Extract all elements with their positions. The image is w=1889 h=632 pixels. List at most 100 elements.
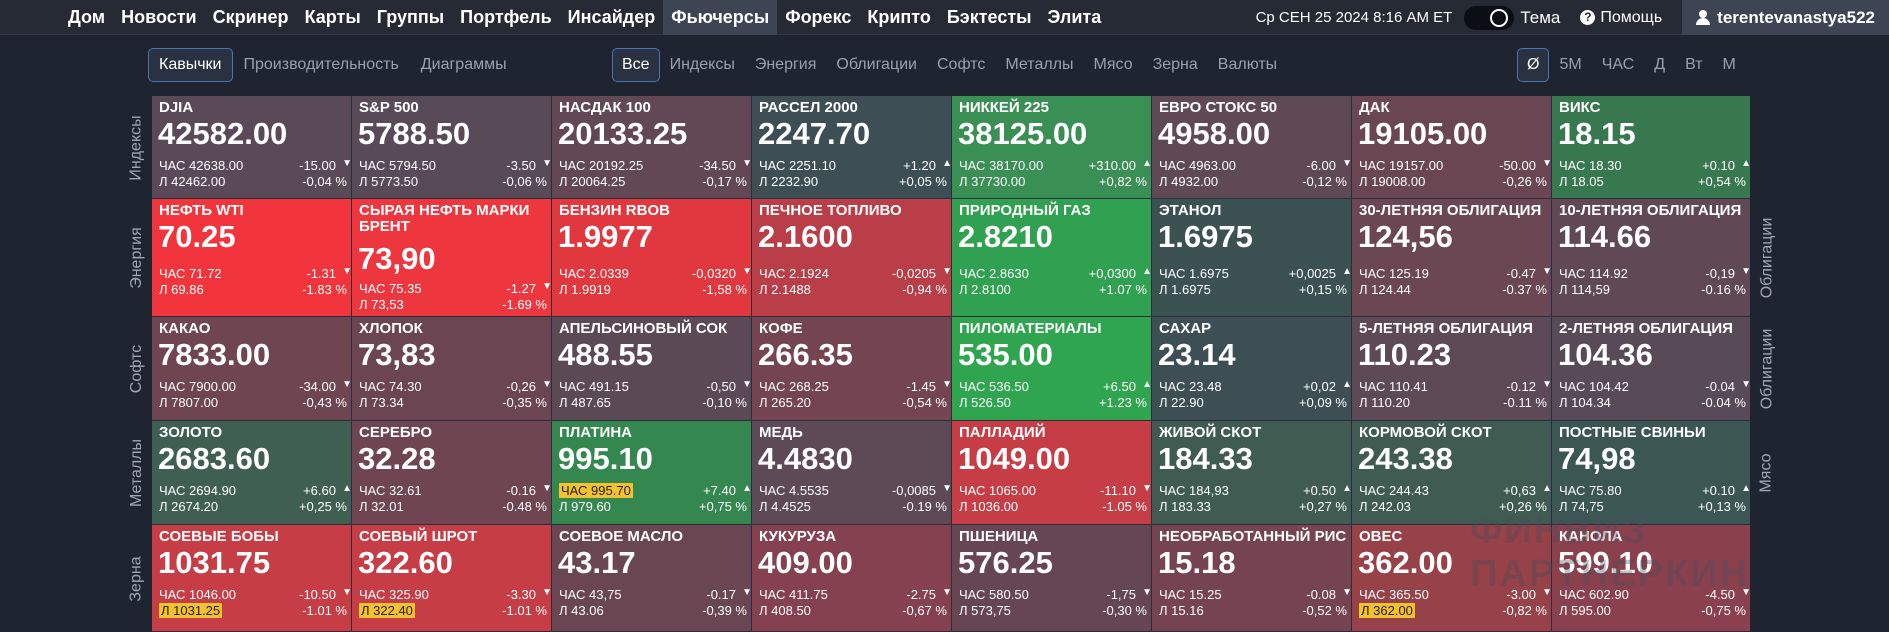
- category-tab-7[interactable]: Зерна: [1152, 56, 1198, 73]
- nav-item-0[interactable]: Дом: [68, 7, 106, 27]
- category-tab-2[interactable]: Энергия: [754, 56, 817, 73]
- theme-label[interactable]: Тема: [1520, 7, 1561, 27]
- futures-tile[interactable]: 5-ЛЕТНЯЯ ОБЛИГАЦИЯ 110.23 ЧАС 110.41 -0.12 Л…: [1352, 317, 1552, 421]
- nav-item-9[interactable]: Крипто: [867, 7, 931, 27]
- tile-down-arrow-icon: ▼: [1542, 379, 1552, 390]
- futures-tile[interactable]: ПЛАТИНА 995.10 ЧАС 995.70 +7.40 Л 979.60 +0,7…: [552, 421, 752, 525]
- timeframe-tab-1[interactable]: 5М: [1559, 56, 1582, 73]
- tile-high: ЧАС 125.19: [1359, 266, 1429, 281]
- futures-tile[interactable]: ДАК 19105.00 ЧАС 19157.00 -50.00 Л 19008.00 -…: [1352, 96, 1552, 199]
- futures-tile[interactable]: СЕРЕБРО 32.28 ЧАС 32.61 -0.16 Л 32.01 -0.48 %…: [352, 421, 552, 525]
- futures-tile[interactable]: АПЕЛЬСИНОВЫЙ СОК 488.55 ЧАС 491.15 -0,50 Л 4…: [552, 317, 752, 421]
- nav-item-4[interactable]: Группы: [376, 7, 445, 27]
- futures-tile[interactable]: ЕВРО СТОКС 50 4958.00 ЧАС 4963.00 -6.00 Л 49…: [1152, 96, 1352, 199]
- tile-name: ХЛОПОК: [359, 320, 423, 337]
- tile-name: КАНОЛА: [1559, 528, 1623, 545]
- futures-tile[interactable]: DJIA 42582.00 ЧАС 42638.00 -15.00 Л 42462.00…: [152, 96, 352, 199]
- tile-high-row: ЧАС 365.50 -3.00: [1359, 587, 1547, 602]
- futures-tile[interactable]: 30-ЛЕТНЯЯ ОБЛИГАЦИЯ 124,56 ЧАС 125.19 -0.47…: [1352, 199, 1552, 317]
- tile-price: 1.6975: [1158, 219, 1253, 254]
- nav-item-6[interactable]: Инсайдер: [567, 7, 656, 27]
- tile-name: 5-ЛЕТНЯЯ ОБЛИГАЦИЯ: [1359, 320, 1533, 337]
- category-tab-5[interactable]: Металлы: [1005, 56, 1074, 73]
- tile-high: ЧАС 38170.00: [959, 158, 1044, 173]
- futures-tile[interactable]: КАКАО 7833.00 ЧАС 7900.00 -34.00 Л 7807.00 -0…: [152, 317, 352, 421]
- futures-tile[interactable]: ОВЕС 362.00 ЧАС 365.50 -3.00 Л 362.00 -0,82 %…: [1352, 525, 1552, 632]
- help-link[interactable]: Помощь: [1600, 8, 1663, 26]
- futures-tile[interactable]: ЭТАНОЛ 1.6975 ЧАС 1.6975 +0,0025 Л 1.6975 +0,…: [1152, 199, 1352, 317]
- futures-tile[interactable]: ХЛОПОК 73,83 ЧАС 74.30 -0,26 Л 73.34 -0,35 % …: [352, 317, 552, 421]
- futures-tile[interactable]: МЕДЬ 4.4830 ЧАС 4.5535 -0,0085 Л 4.4525 -0.19…: [752, 421, 952, 525]
- futures-tile[interactable]: ПАЛЛАДИЙ 1049.00 ЧАС 1065.00 -11.10 Л 1036.0…: [952, 421, 1152, 525]
- futures-tile[interactable]: ЖИВОЙ СКОТ 184.33 ЧАС 184,93 +0.50 Л 183.33 +…: [1152, 421, 1352, 525]
- tile-price: 362.00: [1358, 545, 1453, 580]
- futures-tile[interactable]: ПРИРОДНЫЙ ГАЗ 2.8210 ЧАС 2.8630 +0,0300 Л 2.…: [952, 199, 1152, 317]
- category-tab-6[interactable]: Мясо: [1093, 56, 1133, 73]
- tile-high: ЧАС 325.90: [359, 587, 429, 602]
- category-tab-1[interactable]: Индексы: [669, 56, 735, 73]
- futures-tile[interactable]: НЕФТЬ WTI 70.25 ЧАС 71.72 -1.31 Л 69.86 -1.83…: [152, 199, 352, 317]
- tile-percent: -1,58 %: [702, 282, 747, 297]
- nav-item-10[interactable]: Бэктесты: [946, 7, 1032, 27]
- tile-change: -0,50: [706, 379, 736, 394]
- futures-tile[interactable]: НИККЕЙ 225 38125.00 ЧАС 38170.00 +310.00 Л 3…: [952, 96, 1152, 199]
- nav-item-7[interactable]: Фьючерсы: [663, 0, 778, 35]
- nav-item-2[interactable]: Скринер: [212, 7, 289, 27]
- timeframe-tab-3[interactable]: Д: [1654, 56, 1666, 73]
- tile-change: -34.00: [299, 379, 336, 394]
- tile-low-row: Л 1.6975 +0,15 %: [1159, 282, 1347, 297]
- nav-item-3[interactable]: Карты: [304, 7, 361, 27]
- view-tab-2[interactable]: Диаграммы: [420, 56, 507, 73]
- tile-name: DJIA: [159, 99, 194, 116]
- futures-tile[interactable]: САХАР 23.14 ЧАС 23.48 +0,02 Л 22.90 +0,09 % ▲: [1152, 317, 1352, 421]
- futures-tile[interactable]: СЫРАЯ НЕФТЬ МАРКИ БРЕНТ 73,90 ЧАС 75.35 -1.…: [352, 199, 552, 317]
- timeframe-tab-4[interactable]: Вт: [1685, 56, 1703, 73]
- view-tab-1[interactable]: Производительность: [243, 56, 399, 73]
- nav-item-11[interactable]: Элита: [1047, 7, 1102, 27]
- timeframe-tab-2[interactable]: ЧАС: [1601, 56, 1635, 73]
- category-tab-8[interactable]: Валюты: [1217, 56, 1278, 73]
- tile-change: -0.04: [1705, 379, 1735, 394]
- futures-tile[interactable]: ПОСТНЫЕ СВИНЬИ 74,98 ЧАС 75.80 +0.10 Л 74,75…: [1552, 421, 1750, 525]
- futures-tile[interactable]: ЗОЛОТО 2683.60 ЧАС 2694.90 +6.60 Л 2674.20 +0…: [152, 421, 352, 525]
- tile-down-arrow-icon: ▼: [1542, 587, 1552, 598]
- help-icon[interactable]: ?: [1580, 10, 1596, 25]
- futures-tile[interactable]: БЕНЗИН RBOB 1.9977 ЧАС 2.0339 -0,0320 Л 1.99…: [552, 199, 752, 317]
- category-tab-0[interactable]: Все: [612, 48, 660, 82]
- futures-tile[interactable]: ПЕЧНОЕ ТОПЛИВО 2.1600 ЧАС 2.1924 -0,0205 Л 2…: [752, 199, 952, 317]
- futures-tile[interactable]: КАНОЛА 599.10 ЧАС 602.90 -4.50 Л 595.00 -0,75…: [1552, 525, 1750, 632]
- nav-item-8[interactable]: Форекс: [785, 7, 852, 27]
- tile-low: Л 43.06: [559, 603, 604, 618]
- futures-tile[interactable]: КУКУРУЗА 409.00 ЧАС 411.75 -2.75 Л 408.50 -0,…: [752, 525, 952, 632]
- futures-tile[interactable]: ПИЛОМАТЕРИАЛЫ 535.00 ЧАС 536.50 +6.50 Л 526.…: [952, 317, 1152, 421]
- category-tab-3[interactable]: Облигации: [836, 56, 917, 73]
- tile-price: 2.1600: [758, 219, 853, 254]
- futures-tile[interactable]: СОЕВЫЙ ШРОТ 322.60 ЧАС 325.90 -3.30 Л 322.40…: [352, 525, 552, 632]
- user-menu[interactable]: terentevanastya522: [1682, 0, 1889, 35]
- futures-tile[interactable]: ПШЕНИЦА 576.25 ЧАС 580.50 -1,75 Л 573,75 -0,3…: [952, 525, 1152, 632]
- futures-tile[interactable]: СОЕВОЕ МАСЛО 43.17 ЧАС 43,75 -0.17 Л 43.06 -0…: [552, 525, 752, 632]
- futures-tile[interactable]: НЕОБРАБОТАННЫЙ РИС 15.18 ЧАС 15.25 -0.08 Л 1…: [1152, 525, 1352, 632]
- tile-change: -3.30: [506, 587, 536, 602]
- futures-tile[interactable]: НАСДАК 100 20133.25 ЧАС 20192.25 -34.50 Л 20…: [552, 96, 752, 199]
- tile-price: 243.38: [1358, 441, 1453, 476]
- tile-high-row: ЧАС 125.19 -0.47: [1359, 266, 1547, 281]
- futures-tile[interactable]: 10-ЛЕТНЯЯ ОБЛИГАЦИЯ 114.66 ЧАС 114.92 -0,19…: [1552, 199, 1750, 317]
- view-tab-0[interactable]: Кавычки: [148, 48, 233, 82]
- tile-up-arrow-icon: ▲: [1542, 483, 1552, 494]
- futures-tile[interactable]: КОРМОВОЙ СКОТ 243.38 ЧАС 244.43 +0,63 Л 242.…: [1352, 421, 1552, 525]
- futures-tile[interactable]: 2-ЛЕТНЯЯ ОБЛИГАЦИЯ 104.36 ЧАС 104.42 -0.04 Л…: [1552, 317, 1750, 421]
- futures-tile[interactable]: РАССЕЛ 2000 2247.70 ЧАС 2251.10 +1.20 Л 2232…: [752, 96, 952, 199]
- tile-name: ПШЕНИЦА: [959, 528, 1039, 545]
- category-tab-4[interactable]: Софтс: [937, 56, 986, 73]
- futures-tile[interactable]: КОФЕ 266.35 ЧАС 268.25 -1.45 Л 265.20 -0,54 %…: [752, 317, 952, 421]
- theme-toggle[interactable]: [1464, 5, 1515, 30]
- nav-item-1[interactable]: Новости: [121, 7, 197, 27]
- futures-tile[interactable]: S&P 500 5788.50 ЧАС 5794.50 -3.50 Л 5773.50 -…: [352, 96, 552, 199]
- tile-price: 73,83: [358, 337, 436, 372]
- nav-item-5[interactable]: Портфель: [460, 7, 552, 27]
- timeframe-tab-0[interactable]: Ø: [1517, 48, 1550, 82]
- timeframe-tab-5[interactable]: М: [1722, 56, 1736, 73]
- futures-tile[interactable]: СОЕВЫЕ БОБЫ 1031.75 ЧАС 1046.00 -10.50 Л 103…: [152, 525, 352, 632]
